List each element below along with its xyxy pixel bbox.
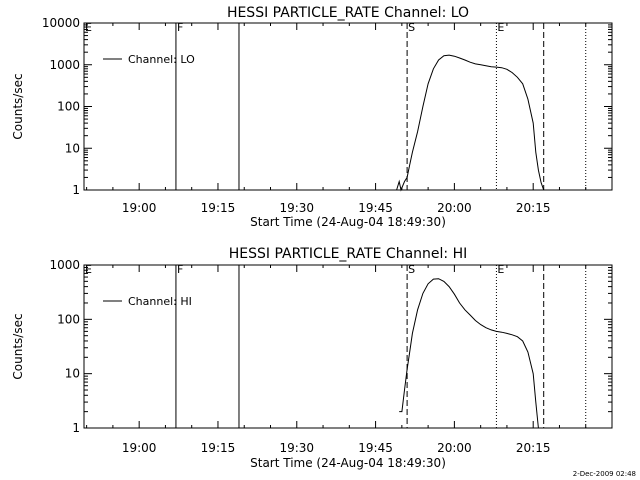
chart-title: HESSI PARTICLE_RATE Channel: LO <box>227 5 469 21</box>
event-marker-label: S <box>408 263 415 276</box>
x-tick-label: 19:45 <box>358 201 393 215</box>
x-tick-label: 19:30 <box>279 441 314 455</box>
event-marker-label: F <box>177 263 183 276</box>
event-marker-label: E <box>85 21 92 34</box>
y-tick-label: 10000 <box>42 16 80 30</box>
y-axis-label: Counts/sec <box>11 313 25 379</box>
footer-timestamp: 2-Dec-2009 02:48 <box>573 470 636 478</box>
x-axis-label: Start Time (24-Aug-04 18:49:30) <box>250 456 446 470</box>
x-tick-label: 20:15 <box>516 441 551 455</box>
x-tick-label: 20:00 <box>437 201 472 215</box>
x-tick-label: 20:15 <box>516 201 551 215</box>
x-tick-label: 19:15 <box>201 201 236 215</box>
y-tick-label: 10 <box>65 141 80 155</box>
event-marker-label: E <box>497 21 504 34</box>
plot-frame <box>83 22 613 191</box>
plot-frame <box>83 264 613 429</box>
y-tick-label: 1000 <box>49 258 80 272</box>
chart-panel-2: HESSI PARTICLE_RATE Channel: HI Start Tim… <box>11 246 613 470</box>
event-marker-label: S <box>408 21 415 34</box>
x-tick-label: 19:00 <box>122 441 157 455</box>
legend-label: Channel: LO <box>128 53 195 66</box>
event-marker-label: F <box>177 21 183 34</box>
chart-title: HESSI PARTICLE_RATE Channel: HI <box>229 246 467 262</box>
legend-label: Channel: HI <box>128 295 192 308</box>
y-tick-label: 1 <box>72 421 80 435</box>
y-tick-label: 1000 <box>49 58 80 72</box>
x-tick-label: 20:00 <box>437 441 472 455</box>
y-tick-label: 1 <box>72 183 80 197</box>
chart-panel-1: HESSI PARTICLE_RATE Channel: LO Start Tim… <box>11 5 613 229</box>
x-tick-label: 19:45 <box>358 441 393 455</box>
series-line-1 <box>396 54 545 192</box>
x-tick-label: 19:15 <box>201 441 236 455</box>
x-tick-label: 19:30 <box>279 201 314 215</box>
event-marker-label: E <box>85 263 92 276</box>
series-line-1 <box>399 278 539 429</box>
y-axis-label: Counts/sec <box>11 73 25 139</box>
y-tick-label: 100 <box>57 100 80 114</box>
event-marker-label: E <box>497 263 504 276</box>
x-tick-label: 19:00 <box>122 201 157 215</box>
y-tick-label: 10 <box>65 367 80 381</box>
x-axis-label: Start Time (24-Aug-04 18:49:30) <box>250 215 446 229</box>
y-tick-label: 100 <box>57 312 80 326</box>
